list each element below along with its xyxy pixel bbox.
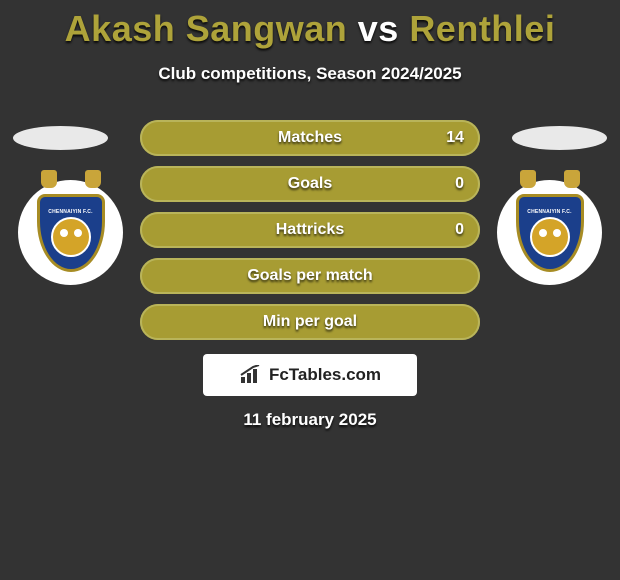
player2-name: Renthlei bbox=[409, 8, 555, 49]
trophy-icon bbox=[520, 170, 536, 188]
stat-label: Min per goal bbox=[263, 313, 357, 331]
vs-text: vs bbox=[347, 8, 409, 49]
stat-row-matches: Matches 14 bbox=[140, 120, 480, 156]
footer-brand-box: FcTables.com bbox=[203, 354, 417, 396]
club-badge-left: CHENNAIYIN F.C. bbox=[18, 180, 123, 285]
subtitle: Club competitions, Season 2024/2025 bbox=[0, 64, 620, 84]
stat-label: Hattricks bbox=[276, 221, 344, 239]
stat-value: 0 bbox=[455, 221, 464, 239]
trophy-icon bbox=[564, 170, 580, 188]
trophy-pair-icon bbox=[41, 170, 101, 188]
club-face-icon bbox=[530, 217, 570, 257]
stat-label: Matches bbox=[278, 129, 342, 147]
club-shield-icon: CHENNAIYIN F.C. bbox=[37, 194, 105, 272]
player1-name: Akash Sangwan bbox=[65, 8, 348, 49]
stat-row-hattricks: Hattricks 0 bbox=[140, 212, 480, 248]
page-title: Akash Sangwan vs Renthlei bbox=[0, 0, 620, 50]
bar-chart-icon bbox=[239, 365, 265, 385]
stats-container: Matches 14 Goals 0 Hattricks 0 Goals per… bbox=[140, 120, 480, 340]
club-name: CHENNAIYIN F.C. bbox=[527, 209, 571, 215]
club-badge-right: CHENNAIYIN F.C. bbox=[497, 180, 602, 285]
trophy-pair-icon bbox=[520, 170, 580, 188]
stat-row-goals: Goals 0 bbox=[140, 166, 480, 202]
stat-label: Goals bbox=[288, 175, 332, 193]
right-side-ellipse bbox=[512, 126, 607, 150]
club-shield-icon: CHENNAIYIN F.C. bbox=[516, 194, 584, 272]
stat-label: Goals per match bbox=[247, 267, 372, 285]
trophy-icon bbox=[85, 170, 101, 188]
trophy-icon bbox=[41, 170, 57, 188]
left-side-ellipse bbox=[13, 126, 108, 150]
club-face-icon bbox=[51, 217, 91, 257]
stat-row-goals-per-match: Goals per match bbox=[140, 258, 480, 294]
stat-value: 14 bbox=[446, 129, 464, 147]
footer-brand-text: FcTables.com bbox=[269, 365, 381, 385]
date-text: 11 february 2025 bbox=[0, 410, 620, 430]
stat-row-min-per-goal: Min per goal bbox=[140, 304, 480, 340]
club-name: CHENNAIYIN F.C. bbox=[48, 209, 92, 215]
stat-value: 0 bbox=[455, 175, 464, 193]
